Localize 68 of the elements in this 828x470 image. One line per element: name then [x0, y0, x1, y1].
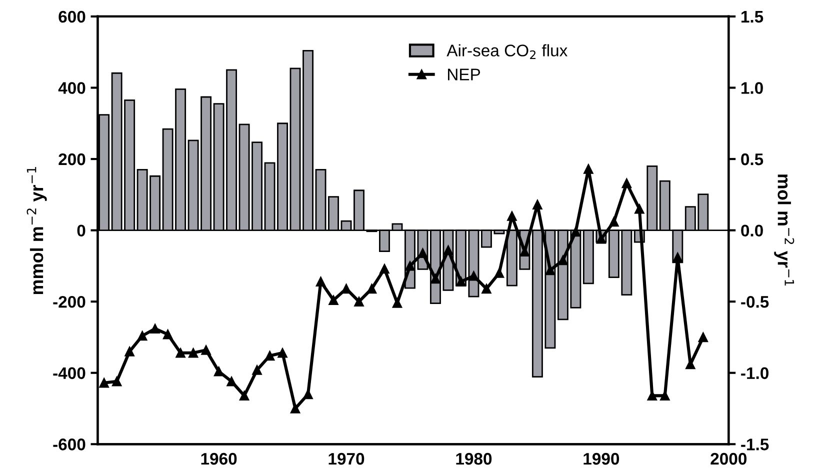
point — [366, 284, 377, 294]
legend-label: NEP — [448, 68, 480, 80]
y2-axis-title: mol m$^{−2}$ yr$^{−1}$ — [774, 174, 794, 286]
y-tick-label: -400 — [53, 367, 86, 380]
point — [176, 348, 186, 358]
x-tick-label: 2000 — [710, 452, 746, 465]
point — [430, 274, 440, 284]
point — [252, 365, 262, 375]
point — [303, 389, 313, 400]
point — [239, 390, 250, 401]
y-axis-title: mmol m$^{−2}$ yr$^{−1}$ — [26, 167, 47, 294]
y2-tick-label: 0.0 — [741, 224, 763, 237]
point — [162, 330, 173, 340]
point — [392, 298, 402, 308]
point — [290, 404, 300, 414]
point — [532, 200, 542, 210]
point — [341, 284, 352, 294]
point — [201, 345, 211, 355]
point — [609, 216, 619, 227]
point — [647, 390, 658, 401]
point — [380, 264, 390, 274]
point — [226, 376, 236, 386]
point — [99, 378, 109, 388]
x-tick-label: 1970 — [328, 452, 364, 465]
y-tick-label: -600 — [53, 438, 86, 450]
point — [124, 346, 134, 356]
point — [507, 211, 517, 221]
x-tick-label: 1990 — [584, 452, 620, 465]
point — [137, 330, 148, 341]
point — [188, 348, 198, 358]
point — [545, 265, 556, 276]
point — [150, 324, 160, 334]
point — [558, 255, 568, 266]
y-tick-label: 0 — [77, 224, 86, 237]
point — [468, 271, 479, 281]
y2-tick-label: 1.5 — [741, 11, 764, 23]
point — [316, 276, 326, 286]
point — [482, 284, 492, 294]
point — [354, 296, 364, 306]
point — [622, 178, 632, 188]
point — [405, 261, 415, 271]
point — [214, 366, 224, 376]
y2-tick-label: 1.0 — [741, 82, 763, 94]
point — [672, 252, 683, 262]
point — [494, 268, 504, 278]
point — [264, 350, 275, 361]
point — [698, 332, 708, 342]
x-tick-label: 1980 — [456, 452, 492, 465]
y-tick-label: 600 — [58, 10, 86, 23]
x-tick-label: 1960 — [201, 452, 237, 465]
point — [443, 245, 454, 256]
point — [584, 164, 594, 174]
point — [328, 295, 338, 306]
y-tick-label: -200 — [53, 296, 86, 308]
point — [660, 390, 670, 401]
point — [112, 376, 122, 386]
point — [596, 234, 606, 244]
point — [456, 276, 466, 286]
y2-tick-label: 0.5 — [741, 153, 764, 166]
y2-tick-label: -1.5 — [741, 438, 769, 450]
point — [634, 204, 644, 214]
y-tick-label: 400 — [58, 82, 86, 94]
y2-tick-label: -0.5 — [741, 296, 769, 308]
y2-tick-label: -1.0 — [741, 367, 768, 380]
point — [278, 348, 288, 358]
y-tick-label: 200 — [58, 153, 86, 166]
point — [570, 226, 581, 237]
legend-label: Air-sea CO$_{2}$ flux — [446, 44, 568, 60]
